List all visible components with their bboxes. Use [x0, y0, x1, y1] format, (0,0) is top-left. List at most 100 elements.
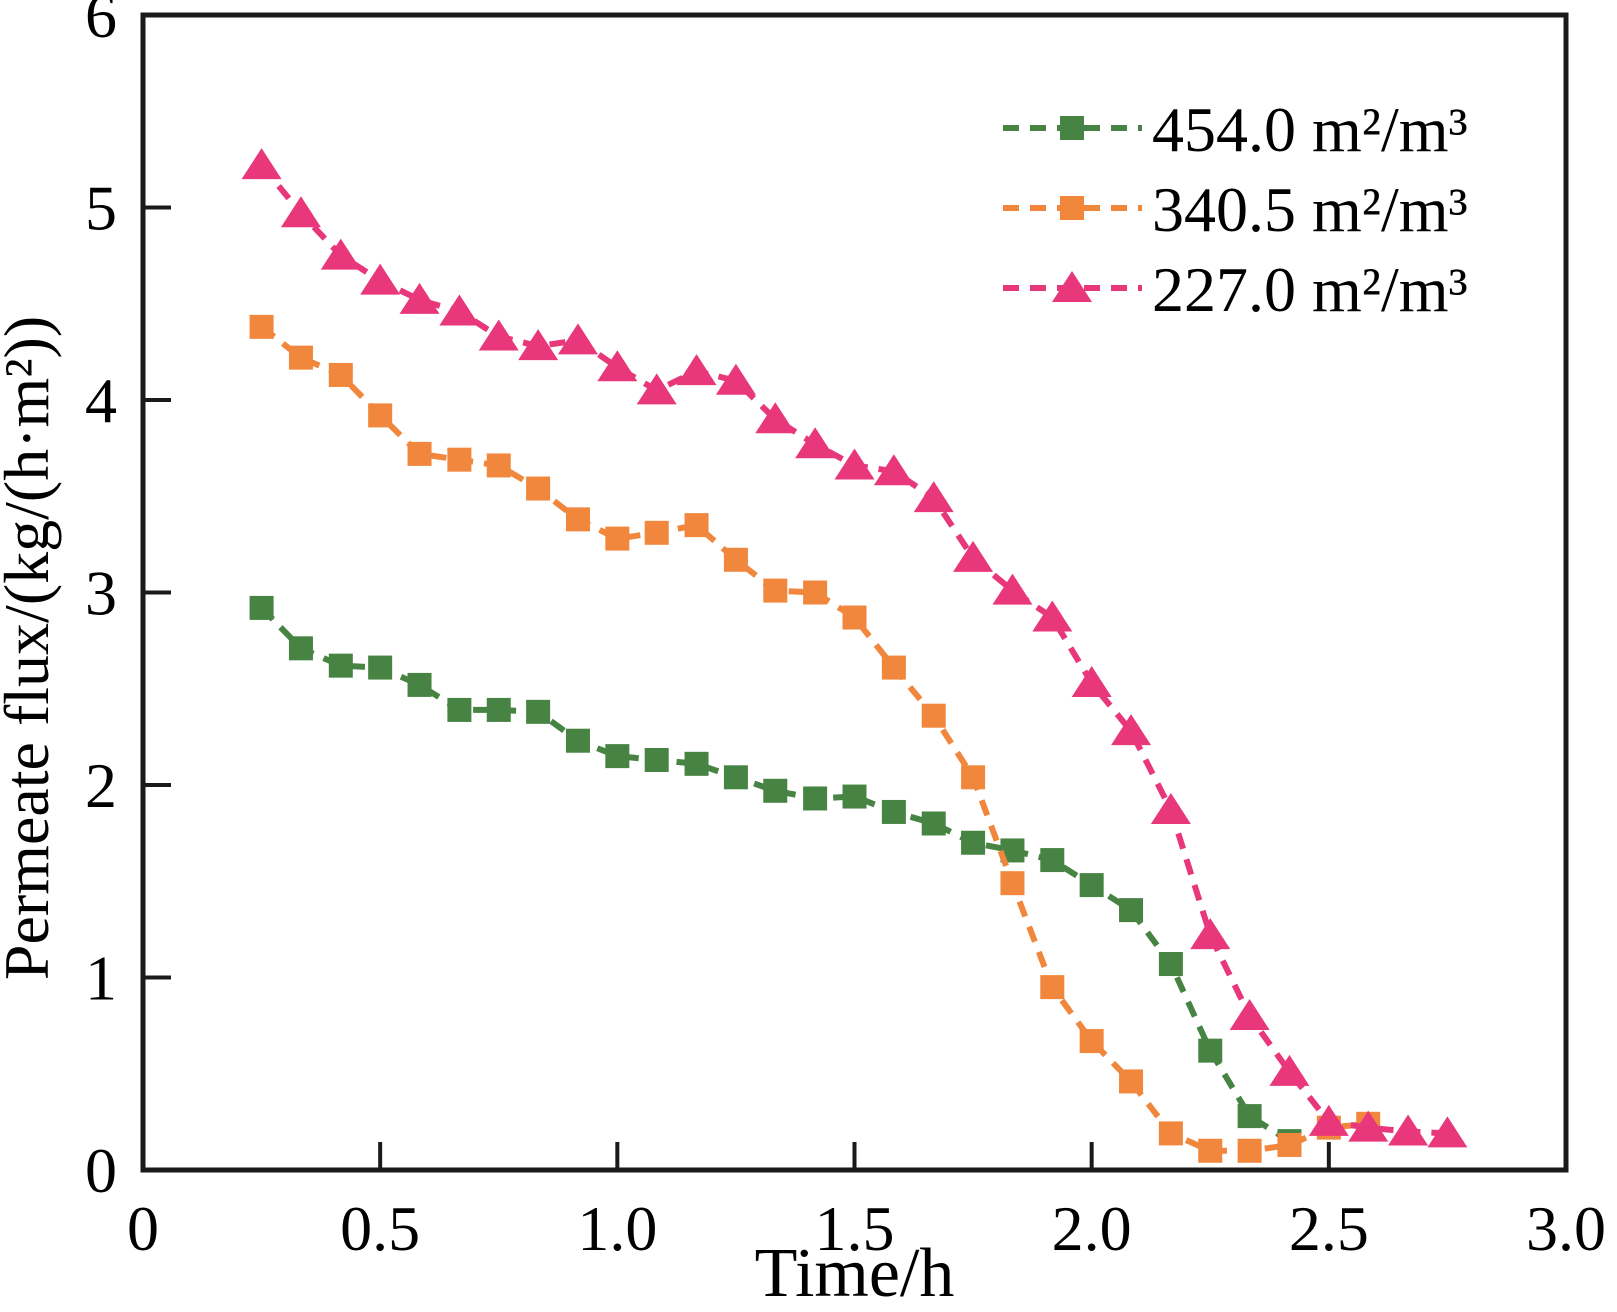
data-point-marker — [803, 786, 828, 811]
data-point-marker — [518, 329, 559, 361]
data-point-marker — [249, 595, 274, 620]
data-point-marker — [486, 697, 511, 722]
data-point-marker — [715, 363, 756, 395]
data-point-marker — [360, 263, 401, 295]
data-point-marker — [526, 476, 551, 501]
data-point-marker — [755, 402, 796, 434]
legend-item: 227.0 m²/m³ — [1003, 254, 1468, 325]
data-point-marker — [280, 196, 321, 228]
data-point-marker — [1237, 1104, 1262, 1129]
data-point-marker — [288, 345, 313, 370]
data-point-marker — [407, 672, 432, 697]
data-point-marker — [1079, 1029, 1104, 1054]
data-point-marker — [1071, 665, 1112, 697]
data-point-marker — [644, 747, 669, 772]
y-tick-label: 6 — [85, 0, 117, 51]
data-point-marker — [565, 728, 590, 753]
legend-marker — [1052, 271, 1092, 302]
data-point-marker — [684, 513, 709, 538]
data-point-marker — [913, 481, 954, 513]
series-2 — [241, 148, 1468, 1148]
y-tick-label: 5 — [85, 173, 117, 244]
data-point-marker — [1079, 873, 1104, 898]
data-point-marker — [399, 282, 440, 314]
x-axis-title: Time/h — [755, 1235, 955, 1312]
data-point-marker — [921, 811, 946, 836]
data-point-marker — [842, 605, 867, 630]
legend: 454.0 m²/m³ 340.5 m²/m³ 227.0 m²/m³ — [1003, 94, 1468, 325]
y-axis: 0 1 2 3 4 5 6 — [85, 0, 171, 1206]
data-point-marker — [439, 294, 480, 326]
data-point-marker — [1158, 1121, 1183, 1146]
data-point-marker — [1190, 918, 1231, 950]
data-point-marker — [597, 350, 638, 382]
data-point-marker — [241, 148, 282, 180]
x-axis: 0 0.5 1.0 1.5 2.0 2.5 3.0 — [127, 1142, 1606, 1264]
x-tick-label: 0.5 — [340, 1193, 420, 1264]
data-point-marker — [684, 751, 709, 776]
data-point-marker — [1111, 714, 1152, 746]
data-point-marker — [478, 319, 519, 351]
data-point-marker — [1348, 1110, 1389, 1142]
legend-marker — [1060, 196, 1084, 220]
x-tick-label: 0 — [127, 1193, 159, 1264]
data-point-marker — [1269, 1054, 1310, 1086]
data-point-marker — [526, 699, 551, 724]
data-point-marker — [1427, 1116, 1468, 1148]
data-point-marker — [676, 354, 717, 386]
data-point-marker — [763, 578, 788, 603]
data-point-marker — [953, 540, 994, 572]
y-tick-label: 0 — [85, 1135, 117, 1206]
data-point-marker — [447, 447, 472, 472]
legend-marker — [1060, 116, 1084, 140]
data-point-marker — [1198, 1038, 1223, 1063]
data-point-marker — [803, 580, 828, 605]
data-point-marker — [1237, 1138, 1262, 1163]
data-point-marker — [636, 373, 677, 405]
data-point-marker — [644, 520, 669, 545]
legend-item: 340.5 m²/m³ — [1003, 174, 1468, 245]
data-point-marker — [605, 526, 630, 551]
data-point-marker — [961, 830, 986, 855]
data-point-marker — [368, 403, 393, 428]
x-tick-label: 2.5 — [1289, 1193, 1369, 1264]
legend-label: 340.5 m²/m³ — [1152, 174, 1468, 245]
data-point-marker — [842, 784, 867, 809]
data-point-marker — [1158, 952, 1183, 977]
data-point-marker — [1032, 600, 1073, 632]
data-point-marker — [921, 703, 946, 728]
y-tick-label: 4 — [85, 365, 117, 436]
data-point-marker — [447, 697, 472, 722]
data-point-marker — [328, 362, 353, 387]
y-tick-label: 3 — [85, 558, 117, 629]
data-point-marker — [795, 427, 836, 459]
data-point-marker — [1308, 1104, 1349, 1136]
x-tick-label: 1.0 — [577, 1193, 657, 1264]
data-point-marker — [565, 507, 590, 532]
y-tick-label: 1 — [85, 943, 117, 1014]
data-point-marker — [368, 655, 393, 680]
data-point-marker — [288, 636, 313, 661]
data-point-marker — [320, 238, 361, 270]
data-point-marker — [723, 765, 748, 790]
data-point-marker — [1229, 999, 1270, 1030]
data-point-marker — [1119, 1069, 1144, 1094]
data-point-marker — [1000, 871, 1025, 896]
legend-label: 227.0 m²/m³ — [1152, 254, 1468, 325]
data-point-marker — [763, 778, 788, 803]
data-point-marker — [486, 453, 511, 478]
data-point-marker — [249, 314, 274, 339]
data-point-marker — [873, 454, 914, 486]
series-line — [259, 324, 1369, 1154]
data-point-marker — [1388, 1114, 1429, 1146]
data-point-marker — [881, 799, 906, 824]
x-tick-label: 3.0 — [1526, 1193, 1606, 1264]
legend-item: 454.0 m²/m³ — [1003, 94, 1468, 165]
data-point-marker — [407, 441, 432, 466]
legend-label: 454.0 m²/m³ — [1152, 94, 1468, 165]
data-point-marker — [1040, 848, 1065, 873]
data-point-marker — [992, 573, 1033, 605]
x-tick-label: 2.0 — [1052, 1193, 1132, 1264]
data-point-marker — [557, 323, 598, 355]
series-0 — [249, 595, 1302, 1154]
